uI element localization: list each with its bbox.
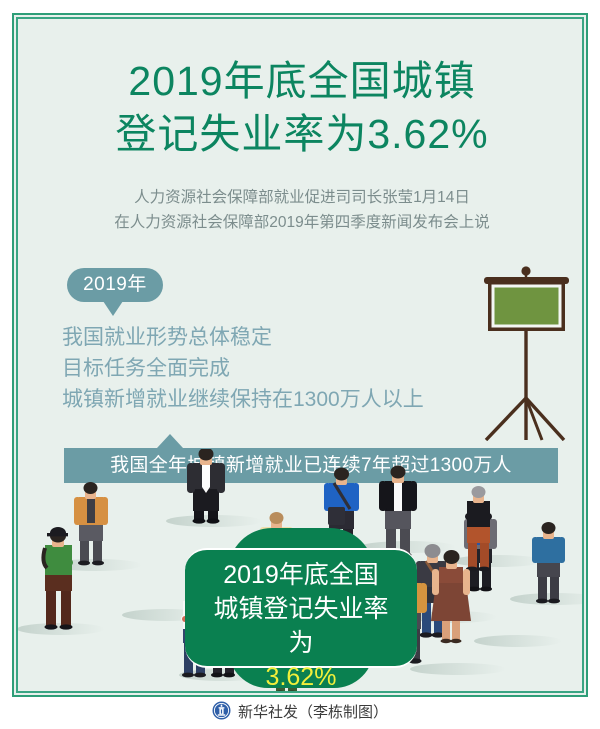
footer-credit-text: 新华社发（李栋制图） xyxy=(237,704,388,721)
callout-rate-value: 3.62% xyxy=(265,663,337,691)
body-line-1: 我国就业形势总体稳定 xyxy=(62,326,272,349)
body-text-block: 我国就业形势总体稳定 目标任务全面完成 城镇新增就业继续保持在1300万人以上 xyxy=(62,322,424,415)
callout-text: 2019年底全国 城镇登记失业率 为 3.62% xyxy=(185,558,417,691)
callout-line-2: 城镇登记失业率 xyxy=(213,595,389,623)
page-title-line-1: 2019年底全国城镇 xyxy=(128,58,476,104)
person-figure xyxy=(41,527,73,630)
body-line-2: 目标任务全面完成 xyxy=(62,357,230,380)
page-title: 2019年底全国城镇 登记失业率为3.62% xyxy=(18,55,582,161)
year-badge: 2019年 xyxy=(67,268,163,316)
person-figure xyxy=(74,482,108,566)
page-title-line-2: 登记失业率为3.62% xyxy=(115,111,489,157)
person-figure xyxy=(465,486,492,572)
callout-body xyxy=(185,548,417,668)
presentation-board-easel-icon xyxy=(464,266,582,442)
person-figure xyxy=(187,447,225,524)
callout-line-3: 为 3.62% xyxy=(185,626,417,691)
key-figure-callout: 2019年底全国 城镇登记失业率 为 3.62% xyxy=(185,528,417,691)
xinhua-logo-icon xyxy=(212,701,231,725)
subtitle-line-2: 在人力资源社会保障部2019年第四季度新闻发布会上说 xyxy=(114,214,490,231)
footer-credit: 新华社发（李栋制图） xyxy=(0,697,600,729)
subtitle: 人力资源社会保障部就业促进司司长张莹1月14日 在人力资源社会保障部2019年第… xyxy=(18,185,582,235)
poster-inner-frame: 2019年底全国城镇 登记失业率为3.62% 人力资源社会保障部就业促进司司长张… xyxy=(16,17,584,693)
person-figure xyxy=(431,550,471,644)
body-line-3: 城镇新增就业继续保持在1300万人以上 xyxy=(62,388,424,411)
callout-line-1: 2019年底全国 xyxy=(223,561,379,589)
subtitle-line-1: 人力资源社会保障部就业促进司司长张莹1月14日 xyxy=(134,189,470,206)
person-figure xyxy=(379,465,417,558)
callout-prefix: 为 xyxy=(288,629,314,657)
person-figure xyxy=(532,522,565,604)
